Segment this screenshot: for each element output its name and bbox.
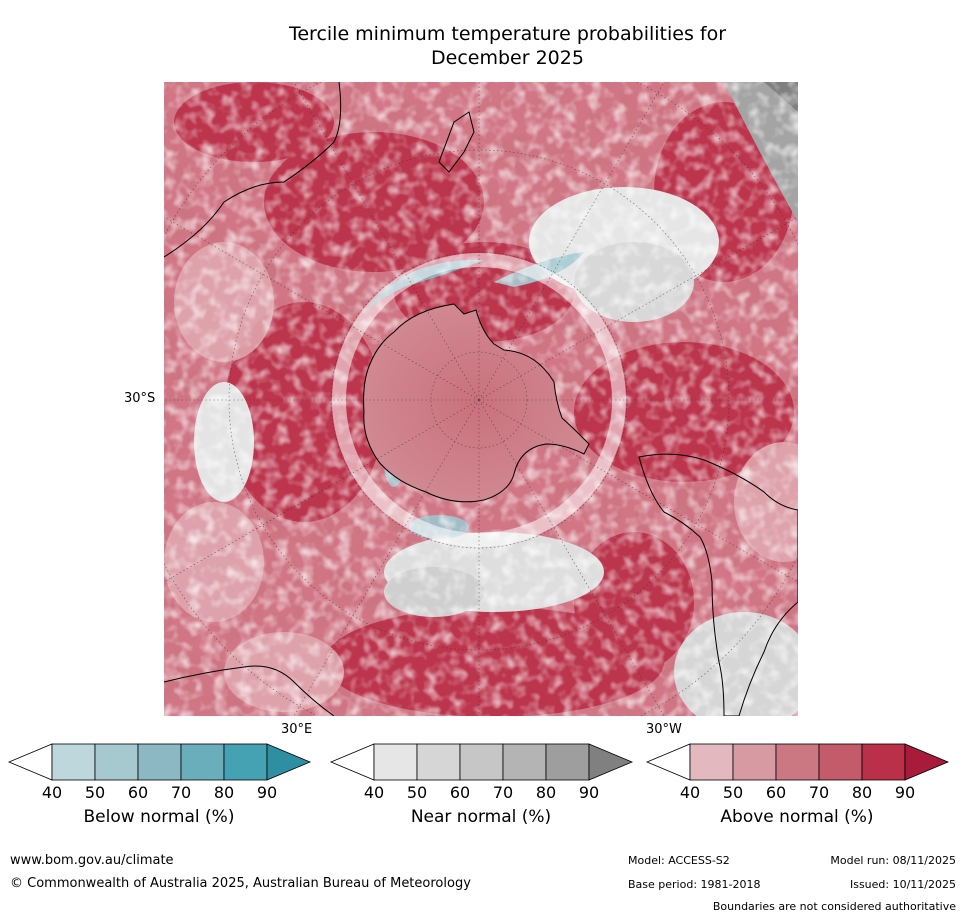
lat-label-30s: 30°S: [124, 391, 156, 406]
colorbar-above-bin-60: [775, 743, 820, 781]
colorbar-below-tick-80: 80: [213, 783, 235, 802]
colorbar-below-svg: [7, 743, 312, 781]
colorbar-near-tick-80: 80: [535, 783, 557, 802]
colorbar-above-bin-80: [861, 743, 906, 781]
map-title: Tercile minimum temperature probabilitie…: [0, 22, 965, 70]
footer-url: www.bom.gov.au/climate: [10, 853, 174, 868]
map-svg: [164, 82, 798, 716]
colorbar-near-label: Near normal (%): [410, 807, 552, 827]
graticule: [164, 82, 798, 716]
footer-issued: Issued: 10/11/2025: [849, 878, 956, 891]
colorbar-near-bin-50: [416, 743, 461, 781]
colorbar-near-bin-80: [545, 743, 590, 781]
colorbar-below-tick-50: 50: [84, 783, 106, 802]
colorbar-near: 40 50 60 70 80 90 Near normal (%): [329, 743, 634, 843]
colorbar-near-tick-50: 50: [406, 783, 428, 802]
coast-southwest: [164, 665, 335, 716]
footer-model-run: Model run: 08/11/2025: [830, 854, 956, 867]
colorbar-below-label: Below normal (%): [83, 807, 235, 827]
colorbar-below-bin-40: [51, 743, 96, 781]
colorbar-near-bin-40: [373, 743, 418, 781]
colorbar-above-bin-40: [689, 743, 734, 781]
colorbar-above-tick-70: 70: [808, 783, 830, 802]
antarctica: [363, 303, 590, 503]
colorbar-below-bin-60: [137, 743, 182, 781]
colorbar-near-bin-60: [459, 743, 504, 781]
footer-copyright: © Commonwealth of Australia 2025, Austra…: [10, 876, 471, 891]
colorbar-below-bin-50: [94, 743, 139, 781]
colorbar-below-lower-extend: [7, 743, 53, 781]
lon-label-30e: 30°E: [281, 722, 313, 737]
new-zealand: [438, 111, 475, 173]
colorbar-above-bin-70: [818, 743, 863, 781]
colorbar-above-label: Above normal (%): [720, 807, 874, 827]
colorbar-above-svg: [645, 743, 950, 781]
colorbar-below-tick-70: 70: [170, 783, 192, 802]
colorbar-above-tick-40: 40: [679, 783, 701, 802]
colorbar-near-tick-60: 60: [449, 783, 471, 802]
colorbar-above: 40 50 60 70 80 90 Above normal (%): [645, 743, 950, 843]
colorbar-near-bin-70: [502, 743, 547, 781]
title-line-1: Tercile minimum temperature probabilitie…: [288, 23, 727, 45]
colorbar-below-bin-80: [223, 743, 268, 781]
colorbar-above-tick-60: 60: [765, 783, 787, 802]
lon-label-30w: 30°W: [646, 722, 682, 737]
colorbar-near-tick-40: 40: [363, 783, 385, 802]
colorbar-above-tick-90: 90: [894, 783, 916, 802]
footer-base-period: Base period: 1981-2018: [628, 878, 761, 891]
colorbar-near-tick-70: 70: [492, 783, 514, 802]
colorbar-above-lower-extend: [645, 743, 691, 781]
colorbar-near-tick-90: 90: [578, 783, 600, 802]
colorbar-above-bin-50: [732, 743, 777, 781]
footer-disclaimer: Boundaries are not considered authoritat…: [712, 900, 956, 913]
colorbar-near-upper-extend: [588, 743, 634, 781]
probability-map: [164, 82, 798, 716]
colorbar-above-tick-80: 80: [851, 783, 873, 802]
colorbar-above-tick-50: 50: [722, 783, 744, 802]
footer-model: Model: ACCESS-S2: [628, 854, 730, 867]
colorbar-below-bin-70: [180, 743, 225, 781]
colorbar-below-tick-60: 60: [127, 783, 149, 802]
colorbar-below-upper-extend: [266, 743, 312, 781]
south-america: [638, 453, 798, 716]
coast-west: [164, 82, 342, 258]
colorbar-below-tick-90: 90: [256, 783, 278, 802]
colorbar-below-tick-40: 40: [41, 783, 63, 802]
colorbar-below: 40 50 60 70 80 90 Below normal (%): [7, 743, 312, 843]
title-line-2: December 2025: [431, 47, 584, 69]
colorbar-near-svg: [329, 743, 634, 781]
colorbar-near-lower-extend: [329, 743, 375, 781]
colorbar-above-upper-extend: [904, 743, 950, 781]
